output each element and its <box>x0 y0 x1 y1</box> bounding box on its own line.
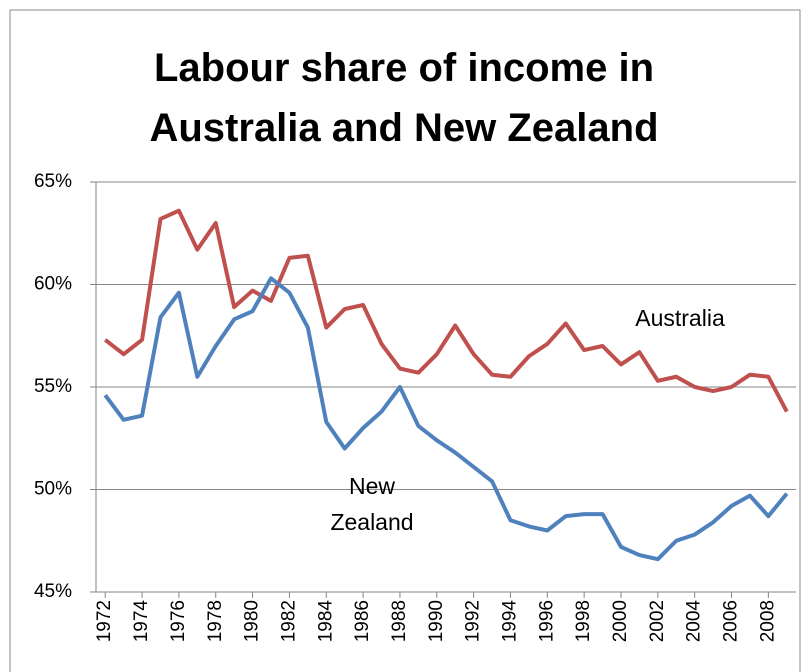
x-tick-label: 1974 <box>131 600 152 643</box>
y-tick-label: 55% <box>34 376 72 397</box>
x-tick-label: 2002 <box>647 600 668 642</box>
y-tick-label: 50% <box>34 479 72 500</box>
x-tick-label: 1988 <box>389 600 410 642</box>
y-tick-label: 45% <box>34 581 72 602</box>
chart-title: Labour share of income in Australia and … <box>149 46 659 150</box>
chart-border <box>9 9 801 672</box>
x-tick-label: 1994 <box>499 600 520 643</box>
x-tick-label: 1986 <box>352 600 373 642</box>
x-tick-label: 1990 <box>426 600 447 642</box>
x-tick-label: 2006 <box>721 600 742 642</box>
y-tick-label: 60% <box>34 274 72 295</box>
x-tick-label: 2000 <box>610 600 631 642</box>
x-tick-label: 1976 <box>168 600 189 642</box>
series-label: Australia <box>635 305 725 331</box>
x-tick-label: 1980 <box>242 600 263 642</box>
x-tick-label: 1978 <box>205 600 226 642</box>
x-tick-label: 2004 <box>684 600 705 643</box>
x-tick-label: 1984 <box>315 600 336 643</box>
x-tick-label: 1972 <box>94 600 115 642</box>
x-tick-label: 1982 <box>278 600 299 642</box>
x-tick-label: 2008 <box>757 600 778 642</box>
x-tick-label: 1992 <box>463 600 484 642</box>
series-label: New Zealand <box>330 473 414 535</box>
series-line <box>103 208 789 413</box>
series-line <box>103 276 789 562</box>
x-tick-label: 1998 <box>573 600 594 642</box>
y-tick-label: 65% <box>34 171 72 192</box>
x-tick-label: 1996 <box>536 600 557 642</box>
